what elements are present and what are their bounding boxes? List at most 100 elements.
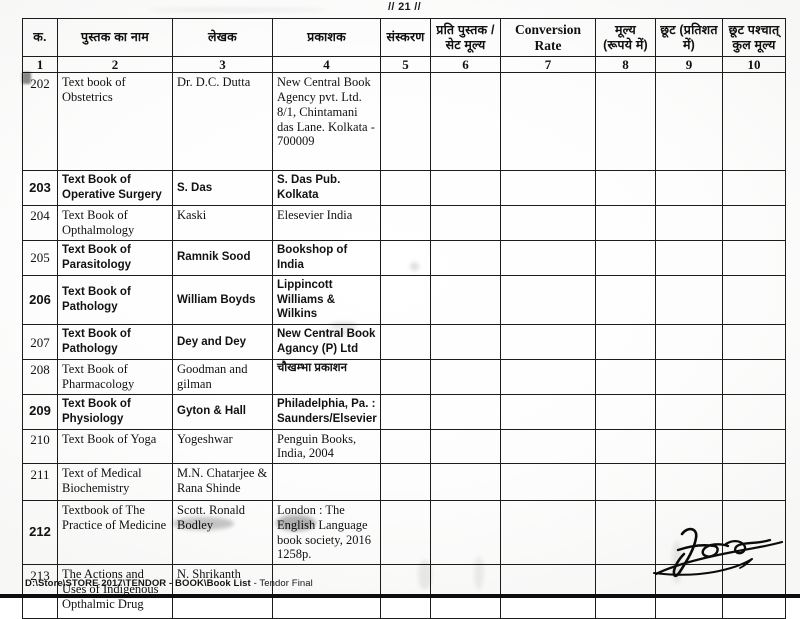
- cell-unit-price[interactable]: [430, 324, 501, 361]
- cell-author: Goodman and gilman: [172, 359, 273, 395]
- cell-discount[interactable]: [655, 170, 723, 207]
- cell-edition[interactable]: [380, 359, 431, 395]
- header-publisher: प्रकाशक: [272, 18, 381, 57]
- cell-discount[interactable]: [655, 239, 723, 276]
- cell-net-value[interactable]: [722, 72, 786, 172]
- cell-value[interactable]: [595, 500, 656, 566]
- cell-value[interactable]: [595, 205, 656, 241]
- cell-edition[interactable]: [380, 500, 431, 566]
- cell-net-value[interactable]: [722, 428, 786, 465]
- cell-edition[interactable]: [380, 428, 431, 465]
- cell-value[interactable]: [595, 324, 656, 361]
- cell-edition[interactable]: [380, 274, 431, 326]
- cell-discount[interactable]: [655, 274, 723, 326]
- cell-unit-price[interactable]: [430, 239, 501, 276]
- cell-edition[interactable]: [380, 205, 431, 241]
- cell-discount[interactable]: [655, 428, 723, 465]
- colnum-1: 1: [22, 55, 58, 74]
- cell-publisher: [272, 564, 381, 619]
- cell-author: Gyton & Hall: [172, 393, 273, 430]
- cell-conversion-rate[interactable]: [500, 170, 596, 207]
- header-book-name: पुस्तक का नाम: [57, 18, 173, 57]
- cell-book: Text Book of Operative Surgery: [57, 170, 173, 207]
- cell-net-value[interactable]: [722, 274, 786, 326]
- cell-conversion-rate[interactable]: [500, 463, 596, 502]
- cell-unit-price[interactable]: [430, 170, 501, 207]
- cell-unit-price[interactable]: [430, 428, 501, 465]
- cell-discount[interactable]: [655, 393, 723, 430]
- cell-edition[interactable]: [380, 239, 431, 276]
- cell-value[interactable]: [595, 72, 656, 172]
- table-row: 207 Text Book of Pathology Dey and Dey N…: [22, 324, 786, 361]
- cell-book: Text Book of Pathology: [57, 274, 173, 326]
- cell-unit-price[interactable]: [430, 72, 501, 172]
- cell-publisher: London : The English Language book socie…: [272, 500, 381, 566]
- cell-edition[interactable]: [380, 324, 431, 361]
- cell-net-value[interactable]: [722, 359, 786, 395]
- cell-conversion-rate[interactable]: [500, 72, 596, 172]
- cell-conversion-rate[interactable]: [500, 393, 596, 430]
- cell-edition[interactable]: [380, 393, 431, 430]
- cell-value[interactable]: [595, 564, 656, 619]
- cell-author: Scott. Ronald Bodley: [172, 500, 273, 566]
- cell-book: Text Book of Parasitology: [57, 239, 173, 276]
- table-row: 203 Text Book of Operative Surgery S. Da…: [22, 170, 786, 207]
- cell-unit-price[interactable]: [430, 463, 501, 502]
- cell-author: S. Das: [172, 170, 273, 207]
- cell-value[interactable]: [595, 170, 656, 207]
- cell-value[interactable]: [595, 239, 656, 276]
- cell-conversion-rate[interactable]: [500, 428, 596, 465]
- cell-author: William Boyds: [172, 274, 273, 326]
- cell-discount[interactable]: [655, 359, 723, 395]
- cell-book: Text Book of Yoga: [57, 428, 173, 465]
- cell-discount[interactable]: [655, 500, 723, 566]
- cell-discount[interactable]: [655, 463, 723, 502]
- cell-net-value[interactable]: [722, 393, 786, 430]
- cell-value[interactable]: [595, 359, 656, 395]
- cell-conversion-rate[interactable]: [500, 205, 596, 241]
- cell-net-value[interactable]: [722, 205, 786, 241]
- cell-publisher: [272, 463, 381, 502]
- cell-unit-price[interactable]: [430, 205, 501, 241]
- cell-net-value[interactable]: [722, 239, 786, 276]
- cell-discount[interactable]: [655, 72, 723, 172]
- colnum-3: 3: [172, 55, 273, 74]
- header-serial: क.: [22, 18, 58, 57]
- cell-serial: 203: [22, 170, 58, 207]
- cell-value[interactable]: [595, 428, 656, 465]
- cell-net-value[interactable]: [722, 564, 786, 619]
- cell-serial: 208: [22, 359, 58, 395]
- cell-conversion-rate[interactable]: [500, 564, 596, 619]
- cell-discount[interactable]: [655, 564, 723, 619]
- cell-net-value[interactable]: [722, 463, 786, 502]
- cell-edition[interactable]: [380, 463, 431, 502]
- cell-serial: 212: [22, 500, 58, 566]
- cell-conversion-rate[interactable]: [500, 274, 596, 326]
- cell-value[interactable]: [595, 274, 656, 326]
- cell-edition[interactable]: [380, 170, 431, 207]
- cell-conversion-rate[interactable]: [500, 500, 596, 566]
- cell-discount[interactable]: [655, 324, 723, 361]
- cell-value[interactable]: [595, 463, 656, 502]
- cell-edition[interactable]: [380, 72, 431, 172]
- cell-value[interactable]: [595, 393, 656, 430]
- cell-net-value[interactable]: [722, 170, 786, 207]
- table-row: 211 Text of Medical Biochemistry M.N. Ch…: [22, 463, 786, 502]
- cell-net-value[interactable]: [722, 324, 786, 361]
- cell-unit-price[interactable]: [430, 500, 501, 566]
- colnum-10: 10: [722, 55, 786, 74]
- cell-unit-price[interactable]: [430, 393, 501, 430]
- table-row: 208 Text Book of Pharmacology Goodman an…: [22, 359, 786, 395]
- cell-unit-price[interactable]: [430, 274, 501, 326]
- cell-serial: 210: [22, 428, 58, 465]
- colnum-5: 5: [380, 55, 431, 74]
- cell-conversion-rate[interactable]: [500, 324, 596, 361]
- table-row: 204 Text Book of Opthalmology Kaski Eles…: [22, 205, 786, 241]
- colnum-2: 2: [57, 55, 173, 74]
- cell-net-value[interactable]: [722, 500, 786, 566]
- cell-unit-price[interactable]: [430, 564, 501, 619]
- cell-discount[interactable]: [655, 205, 723, 241]
- cell-conversion-rate[interactable]: [500, 359, 596, 395]
- cell-conversion-rate[interactable]: [500, 239, 596, 276]
- cell-unit-price[interactable]: [430, 359, 501, 395]
